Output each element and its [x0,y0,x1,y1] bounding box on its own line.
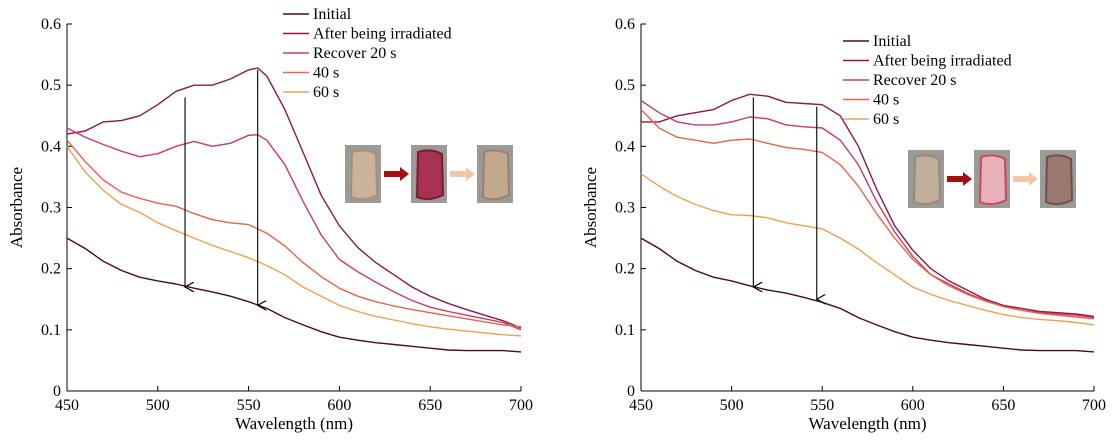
legend-label-3: Recover 20 s [873,72,957,89]
y-tick-label: 0.3 [615,200,635,217]
y-tick-label: 0 [627,383,635,400]
x-tick-label: 500 [720,397,744,414]
y-tick-label: 0.2 [41,261,61,278]
x-tick-label: 450 [629,397,653,414]
legend-label-4: 40 s [313,65,339,82]
x-tick-label: 650 [418,397,442,414]
initial-sample-photo [349,149,379,201]
x-tick-label: 650 [991,397,1015,414]
series-line-1 [66,237,522,353]
legend-label-2: After being irradiated [873,53,1012,70]
y-tick-label: 0.3 [41,200,61,217]
legend-label-4: 40 s [873,92,899,109]
x-tick-label: 500 [146,397,170,414]
series-line-2 [641,93,1095,318]
y-tick-label: 0.5 [41,77,61,94]
series-line-4 [66,139,522,328]
initial-sample-photo [912,154,942,206]
x-tick-label: 600 [901,397,925,414]
x-tick-label: 700 [509,397,533,414]
recovered-sample-photo [481,149,511,201]
inset-arrow-1 [384,167,409,181]
x-tick-label: 700 [1082,397,1106,414]
x-tick-label: 550 [237,397,261,414]
sample-photo-inset [345,145,513,203]
series-line-5 [640,173,1095,326]
inset-arrow-1 [947,172,972,186]
legend-label-1: Initial [873,33,912,50]
legend-label-5: 60 s [873,111,899,128]
irradiated-sample-photo [978,154,1008,206]
y-tick-label: 0.5 [615,77,635,94]
y-tick-label: 0 [53,383,61,400]
legend-label-5: 60 s [313,84,339,101]
inset-arrow-2 [450,167,475,181]
x-tick-label: 450 [55,397,79,414]
y-axis-title: Absorbance [581,167,600,248]
chart-panel-1: 0 0.1 0.2 0.3 0.4 0.5 0.6 450 500 550 600 650 700 Wav… [7,6,533,433]
series-line-3 [66,127,522,331]
legend-label-1: Initial [313,6,352,23]
legend-label-3: Recover 20 s [313,45,397,62]
series-line-2 [66,67,522,329]
x-axis-title: Wavelength (nm) [235,414,353,433]
chart-panel-2: 0 0.1 0.2 0.3 0.4 0.5 0.6 450 500 550 600 650 700 Wav… [581,16,1106,433]
x-tick-label: 550 [810,397,834,414]
series-line-5 [66,145,522,337]
irradiated-sample-photo [415,149,445,201]
inset-arrow-2 [1013,172,1038,186]
y-axis-title: Absorbance [7,167,26,248]
recovered-sample-photo [1044,154,1074,206]
y-tick-label: 0.6 [615,16,635,33]
y-tick-label: 0.2 [615,261,635,278]
series-line-4 [640,109,1095,320]
y-tick-label: 0.4 [41,138,61,155]
sample-photo-inset [908,150,1076,208]
series-line-1 [640,237,1095,353]
legend-label-2: After being irradiated [313,26,452,43]
y-tick-label: 0.6 [41,16,61,33]
y-tick-label: 0.4 [615,138,635,155]
y-tick-label: 0.1 [615,322,635,339]
x-tick-label: 600 [327,397,351,414]
x-axis-title: Wavelength (nm) [808,414,926,433]
y-tick-label: 0.1 [41,322,61,339]
